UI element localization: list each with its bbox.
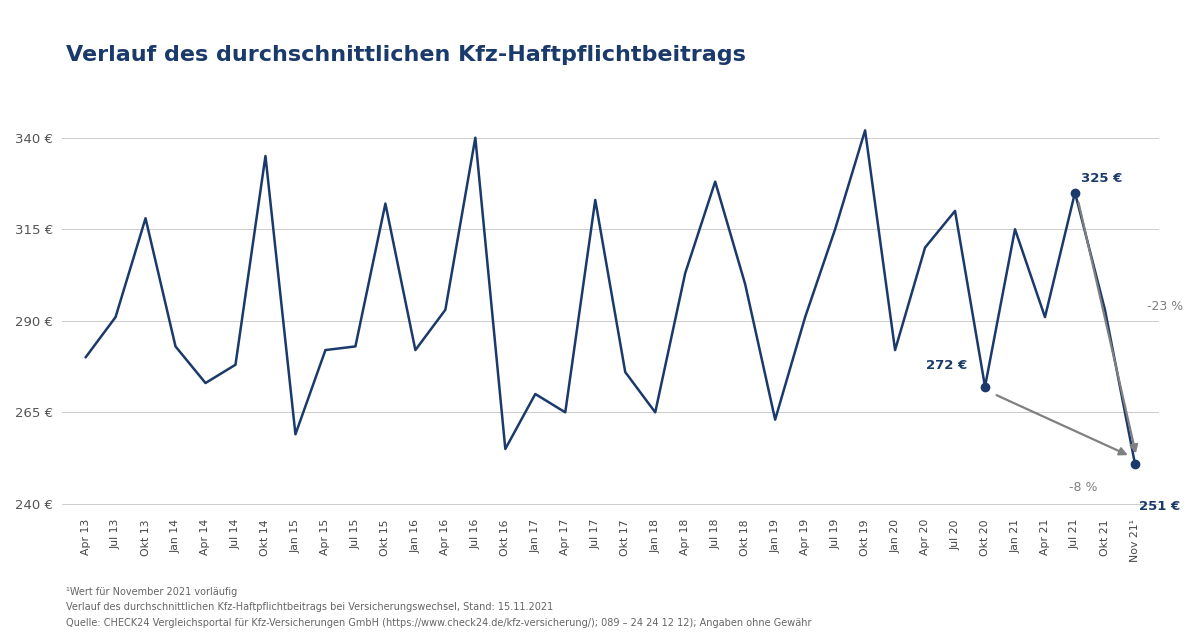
Text: Quelle: CHECK24 Vergleichsportal für Kfz-Versicherungen GmbH (https://www.check2: Quelle: CHECK24 Vergleichsportal für Kfz… bbox=[66, 618, 811, 628]
Text: ¹Wert für November 2021 vorläufig: ¹Wert für November 2021 vorläufig bbox=[66, 587, 238, 597]
Text: 251 €: 251 € bbox=[1140, 500, 1181, 513]
Text: 272 €: 272 € bbox=[925, 359, 967, 372]
Text: 325 €: 325 € bbox=[1081, 172, 1122, 185]
Text: Verlauf des durchschnittlichen Kfz-Haftpflichtbeitrags bei Versicherungswechsel,: Verlauf des durchschnittlichen Kfz-Haftp… bbox=[66, 603, 553, 612]
Text: -23 %: -23 % bbox=[1147, 300, 1183, 313]
Text: Verlauf des durchschnittlichen Kfz-Haftpflichtbeitrags: Verlauf des durchschnittlichen Kfz-Haftp… bbox=[66, 45, 746, 65]
Text: -8 %: -8 % bbox=[1069, 481, 1098, 494]
